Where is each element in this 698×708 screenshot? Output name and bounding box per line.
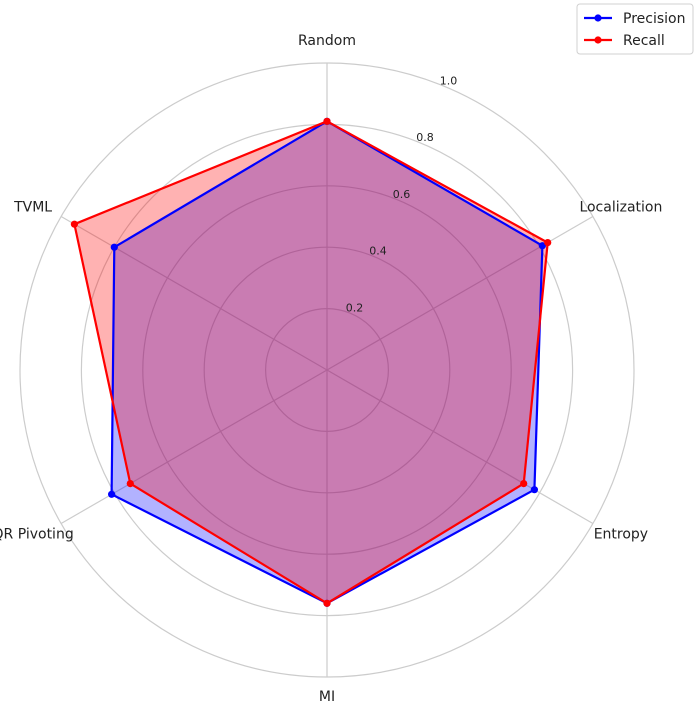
legend-label-recall: Recall [623,33,665,49]
legend-box [576,3,694,55]
r-tick-label: 0.6 [393,188,411,201]
axis-label-entropy: Entropy [594,527,648,543]
data-point-recall [126,480,134,488]
axis-label-localization: Localization [579,200,662,216]
legend: Precision Recall [576,3,694,55]
series-fill-recall [74,121,548,604]
legend-label-precision: Precision [623,11,685,27]
data-point-recall [544,239,552,247]
axis-spoke [60,369,328,525]
grid-layer [19,62,635,678]
axis-label-qr-pivoting: QR Pivoting [0,527,74,543]
data-point-precision [110,243,118,251]
axis-label-mi: MI [319,689,335,705]
labels-layer: 0.2 0.4 0.6 0.8 1.0 Random Localization Entropy… [0,33,662,705]
data-point-precision [538,242,547,250]
r-tick-label: 1.0 [440,74,458,87]
axis-spoke [60,215,328,371]
data-point-recall [70,220,78,228]
axis-label-random: Random [298,33,356,49]
data-point-recall [323,599,331,607]
axis-spoke [326,369,594,525]
data-point-precision [108,490,116,498]
axis-label-tvml: TVML [13,200,52,216]
data-point-precision [530,486,539,494]
r-tick-label: 0.2 [346,301,364,314]
r-tick-label: 0.8 [416,131,434,144]
legend-marker-precision [594,14,602,22]
r-tick-label: 0.4 [369,245,387,258]
series-layer [70,117,552,607]
data-point-recall [520,480,528,488]
series-fill-precision [111,121,543,604]
legend-marker-recall [594,36,602,44]
data-point-recall [323,117,331,125]
